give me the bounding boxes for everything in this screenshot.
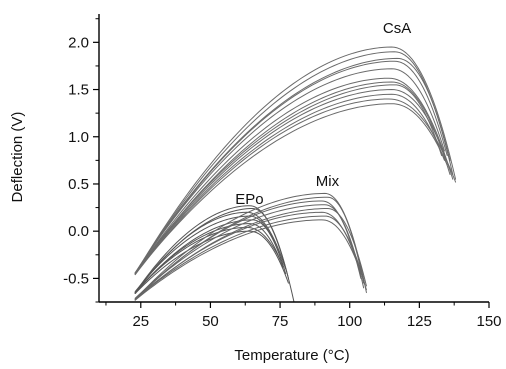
series-group-mix xyxy=(134,192,367,301)
curve-csa-2 xyxy=(134,51,454,275)
curve-epo-8 xyxy=(134,230,289,294)
x-tick-label-25: 25 xyxy=(132,313,149,330)
axes-layer xyxy=(98,14,489,303)
curve-csa-9 xyxy=(134,89,451,275)
curve-csa-5 xyxy=(134,68,445,274)
y-tick-label-0: 0.0 xyxy=(68,223,89,240)
curve-epo-7 xyxy=(134,226,281,294)
x-tick-label-150: 150 xyxy=(476,313,501,330)
curve-csa-6 xyxy=(134,77,454,275)
y-tick-label-1: 1.0 xyxy=(68,129,89,146)
x-axis-title: Temperature (°C) xyxy=(234,347,349,364)
x-tick-label-125: 125 xyxy=(407,313,432,330)
y-tick-label--0.5: -0.5 xyxy=(63,270,89,287)
curve-mix-6 xyxy=(134,211,362,300)
y-axis-title: Deflection (V) xyxy=(9,112,26,203)
series-label-csa: CsA xyxy=(383,20,411,37)
series-label-mix: Mix xyxy=(316,173,340,190)
curve-mix-7 xyxy=(134,215,365,300)
y-tick-label-0.5: 0.5 xyxy=(68,176,89,193)
curve-csa-1 xyxy=(134,46,457,275)
curve-csa-11 xyxy=(134,98,457,276)
curves-layer xyxy=(134,46,457,303)
x-tick-label-100: 100 xyxy=(337,313,362,330)
series-label-epo: EPo xyxy=(235,191,263,208)
curve-csa-8 xyxy=(134,84,443,274)
curve-csa-3 xyxy=(134,57,451,274)
y-tick-label-2: 2.0 xyxy=(68,34,89,51)
curve-epo-3 xyxy=(134,211,287,294)
series-group-csa xyxy=(134,46,457,276)
x-tick-label-75: 75 xyxy=(272,313,289,330)
curve-csa-10 xyxy=(134,93,445,275)
curve-csa-12 xyxy=(134,103,448,275)
x-tick-label-50: 50 xyxy=(202,313,219,330)
y-tick-label-1.5: 1.5 xyxy=(68,82,89,99)
curve-mix-8 xyxy=(134,219,367,301)
curve-csa-7 xyxy=(134,81,451,276)
ticks-layer: 25 50 75 100 125 150 -0.5 0.0 0.5 1.0 1.5 2.0 xyxy=(63,18,502,330)
curve-csa-4 xyxy=(134,60,448,275)
series-labels-layer: CsA EPo Mix xyxy=(235,20,411,208)
